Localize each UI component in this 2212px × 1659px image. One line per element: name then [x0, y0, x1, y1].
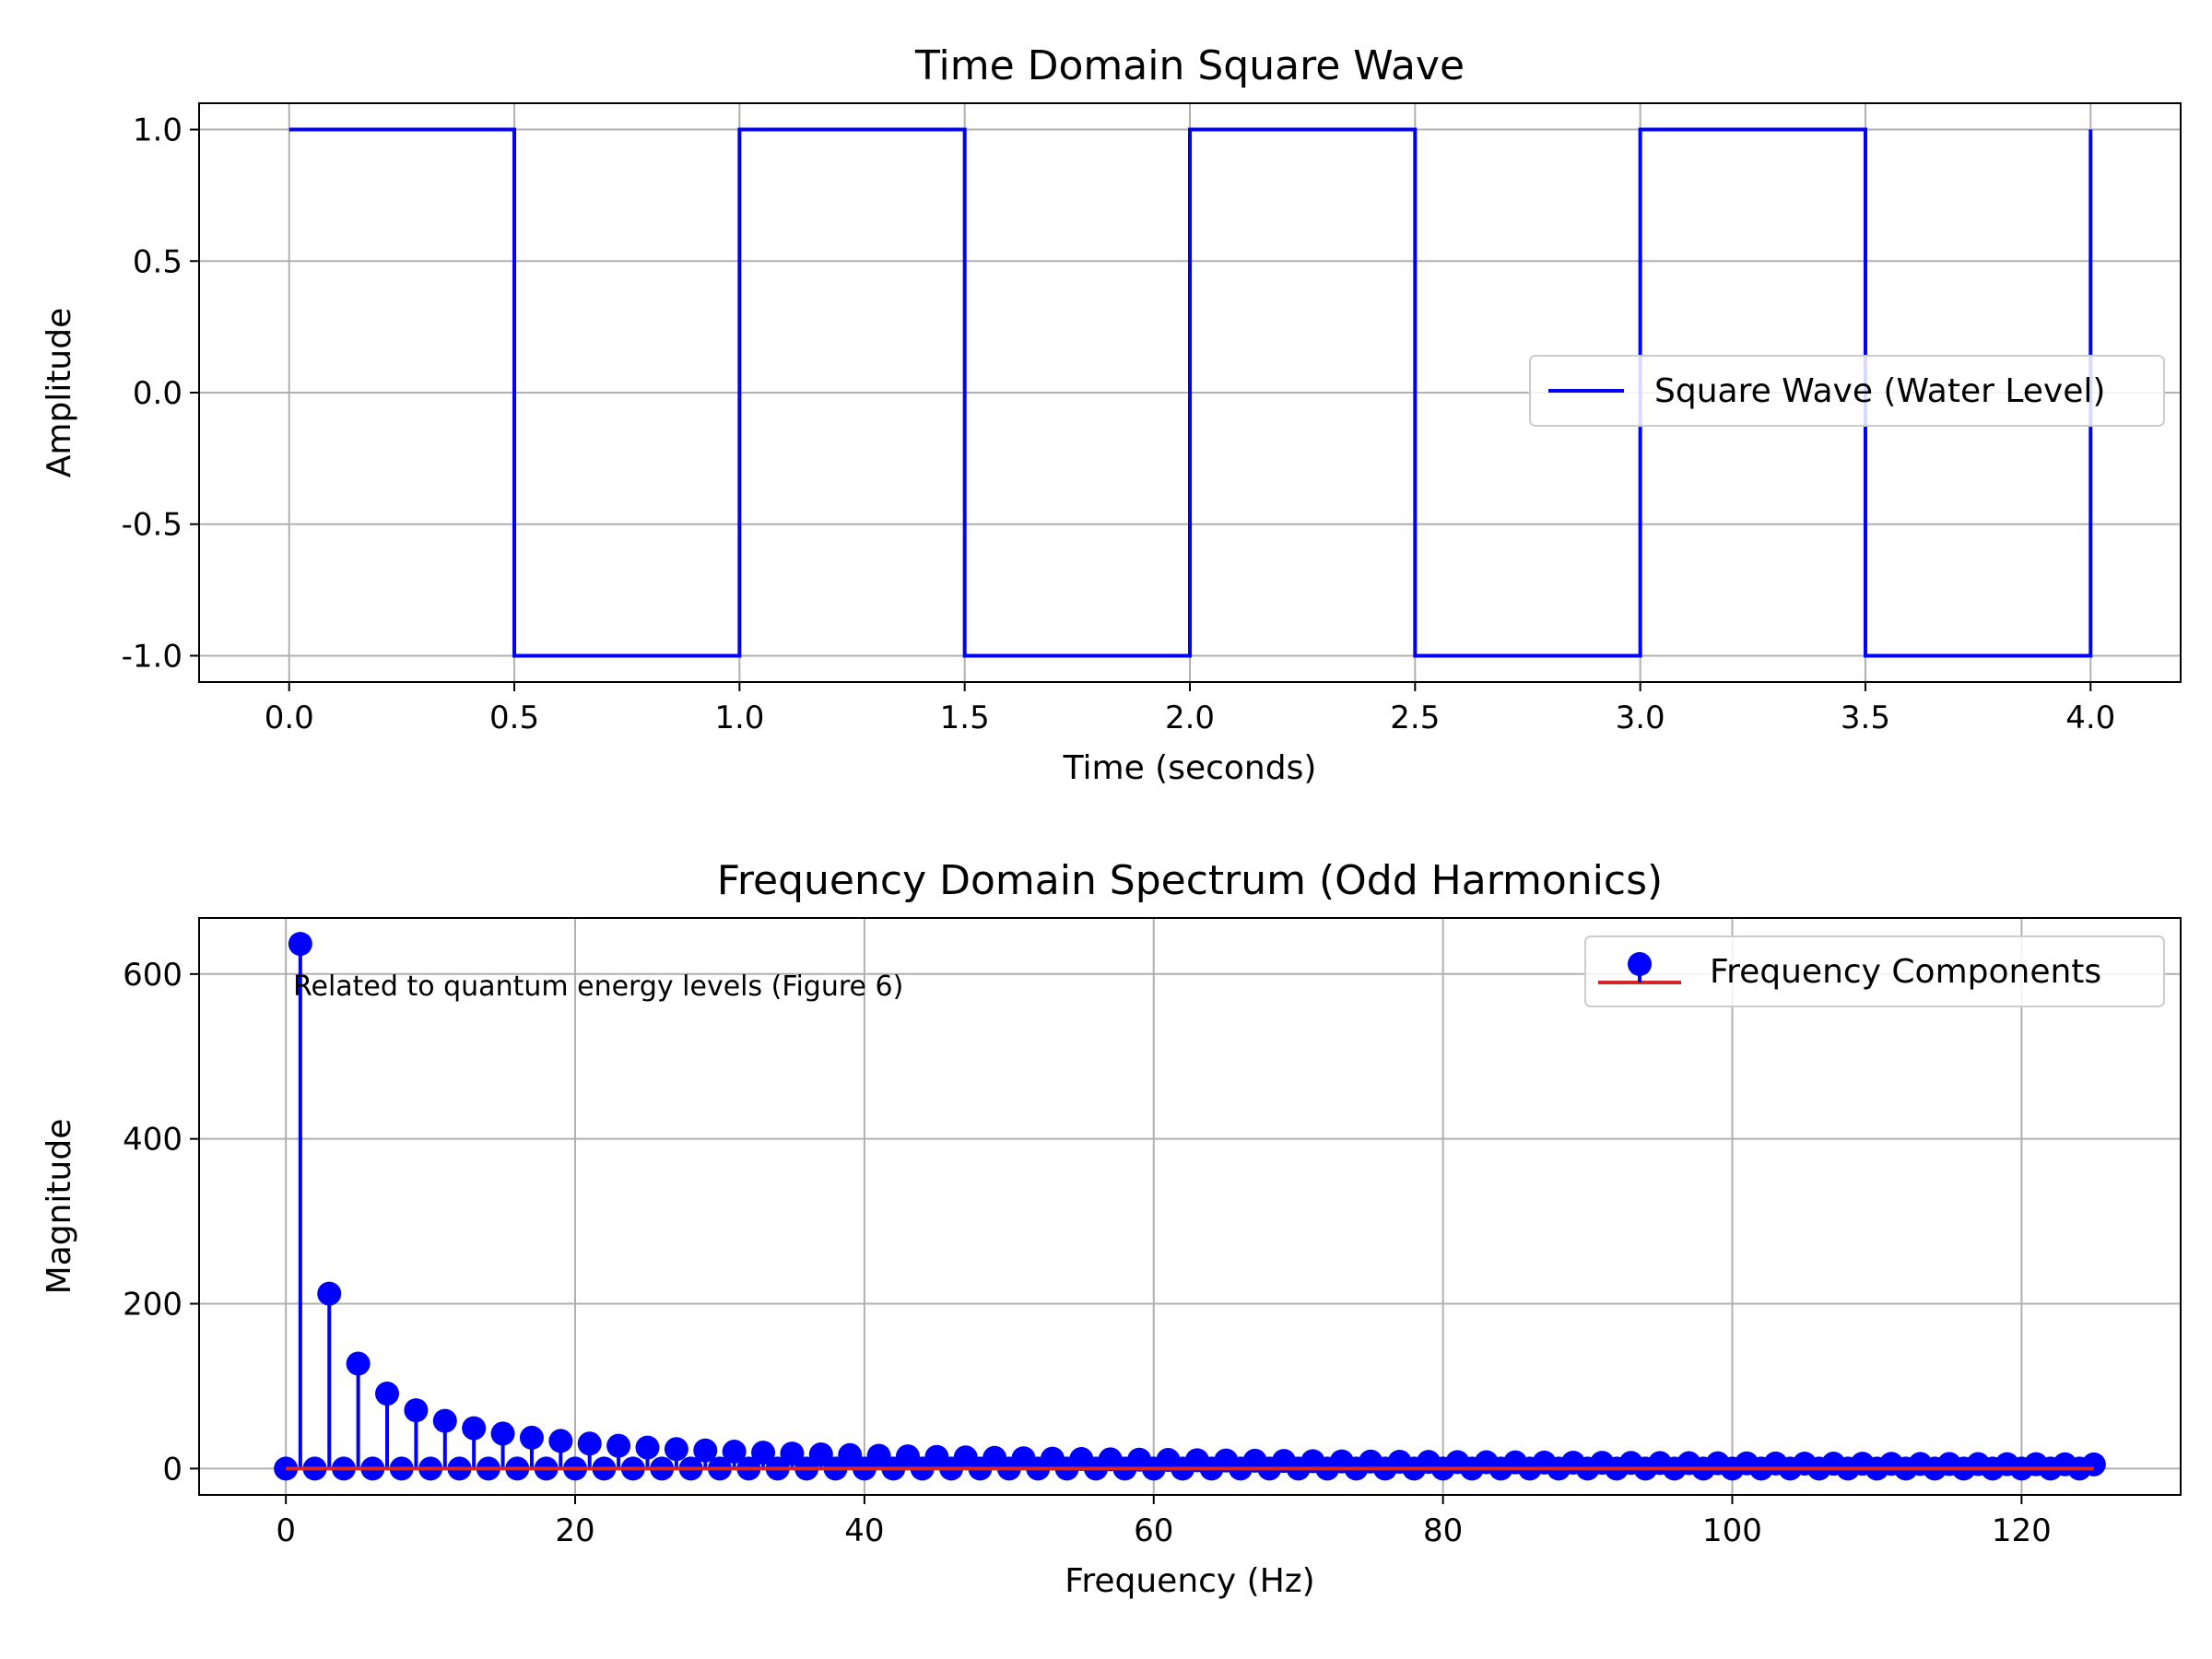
stem-marker	[635, 1435, 660, 1460]
x-tick-label: 60	[1134, 1512, 1173, 1549]
stem-marker	[664, 1437, 688, 1462]
stem-marker	[462, 1416, 487, 1441]
y-axis-label: Magnitude	[41, 1119, 78, 1295]
x-tick-label: 0	[276, 1512, 296, 1549]
x-tick-label: 2.5	[1390, 700, 1440, 736]
square-wave-line	[288, 127, 2093, 658]
y-tick-label: 400	[123, 1122, 182, 1159]
y-tick-label: 600	[123, 957, 182, 994]
stem-marker	[346, 1351, 371, 1376]
y-tick-label: 0.5	[133, 243, 182, 280]
stem-marker	[519, 1425, 544, 1450]
frequency-domain-chart: 0 20 40 60 80 100 120 600 400 200 0 Frequency Domai…	[41, 857, 2182, 1600]
x-tick-label: 0.5	[489, 700, 539, 736]
legend-label: Square Wave (Water Level)	[1654, 372, 2105, 410]
legend-marker-swatch	[1628, 952, 1652, 976]
x-tick-label: 40	[844, 1512, 884, 1549]
stem-marker	[490, 1421, 515, 1446]
y-tick-label: 0	[162, 1451, 182, 1488]
legend-box	[1584, 935, 2165, 1007]
x-tick-label: 100	[1702, 1512, 1762, 1549]
legend-box	[1529, 355, 2165, 427]
x-tick-label: 1.5	[940, 700, 990, 736]
x-tick-label: 2.0	[1165, 700, 1215, 736]
y-tick-label: -0.5	[122, 507, 182, 544]
x-tick-label: 120	[1992, 1512, 2052, 1549]
chart-title: Time Domain Square Wave	[914, 42, 1465, 89]
stem-marker	[693, 1438, 718, 1463]
time-domain-chart: 0.0 0.5 1.0 1.5 2.0 2.5 3.0 3.5 4.0 1.0 0.5 0.0 -0.5…	[41, 42, 2182, 787]
annotation-text: Related to quantum energy levels (Figure…	[293, 971, 903, 1003]
x-tick-label: 3.0	[1616, 700, 1665, 736]
legend-label: Frequency Components	[1710, 953, 2101, 991]
stem-marker	[577, 1431, 602, 1456]
stem-marker	[780, 1441, 805, 1466]
x-tick-label: 80	[1423, 1512, 1463, 1549]
legend: Frequency Components	[1584, 935, 2165, 1007]
stem-marker	[722, 1440, 747, 1465]
x-axis-label: Frequency (Hz)	[1065, 1562, 1314, 1600]
x-tick-label: 20	[555, 1512, 594, 1549]
stem-marker	[751, 1441, 776, 1465]
y-tick-label: 1.0	[133, 112, 182, 149]
stem-marker	[375, 1382, 400, 1406]
x-tick-label: 4.0	[2065, 700, 2115, 736]
stem-marker	[548, 1429, 573, 1453]
stem-marker	[2081, 1452, 2106, 1477]
y-tick-label: 0.0	[133, 375, 182, 412]
stem-marker	[432, 1408, 457, 1433]
stem-marker	[606, 1433, 631, 1458]
x-axis-label: Time (seconds)	[1063, 749, 1317, 787]
plot-frame	[198, 917, 2182, 1496]
y-axis-label: Amplitude	[41, 308, 78, 477]
x-tick-label: 0.0	[265, 700, 314, 736]
y-tick-label: -1.0	[122, 638, 182, 675]
y-tick-label: 200	[123, 1287, 182, 1324]
plot-frame	[198, 102, 2182, 683]
legend: Square Wave (Water Level)	[1529, 355, 2165, 427]
chart-title: Frequency Domain Spectrum (Odd Harmonics…	[717, 857, 1663, 904]
stem-marker	[317, 1281, 342, 1306]
stem-marker	[404, 1398, 429, 1423]
x-tick-label: 1.0	[714, 700, 764, 736]
x-tick-label: 3.5	[1841, 700, 1890, 736]
stem-marker	[288, 932, 312, 957]
